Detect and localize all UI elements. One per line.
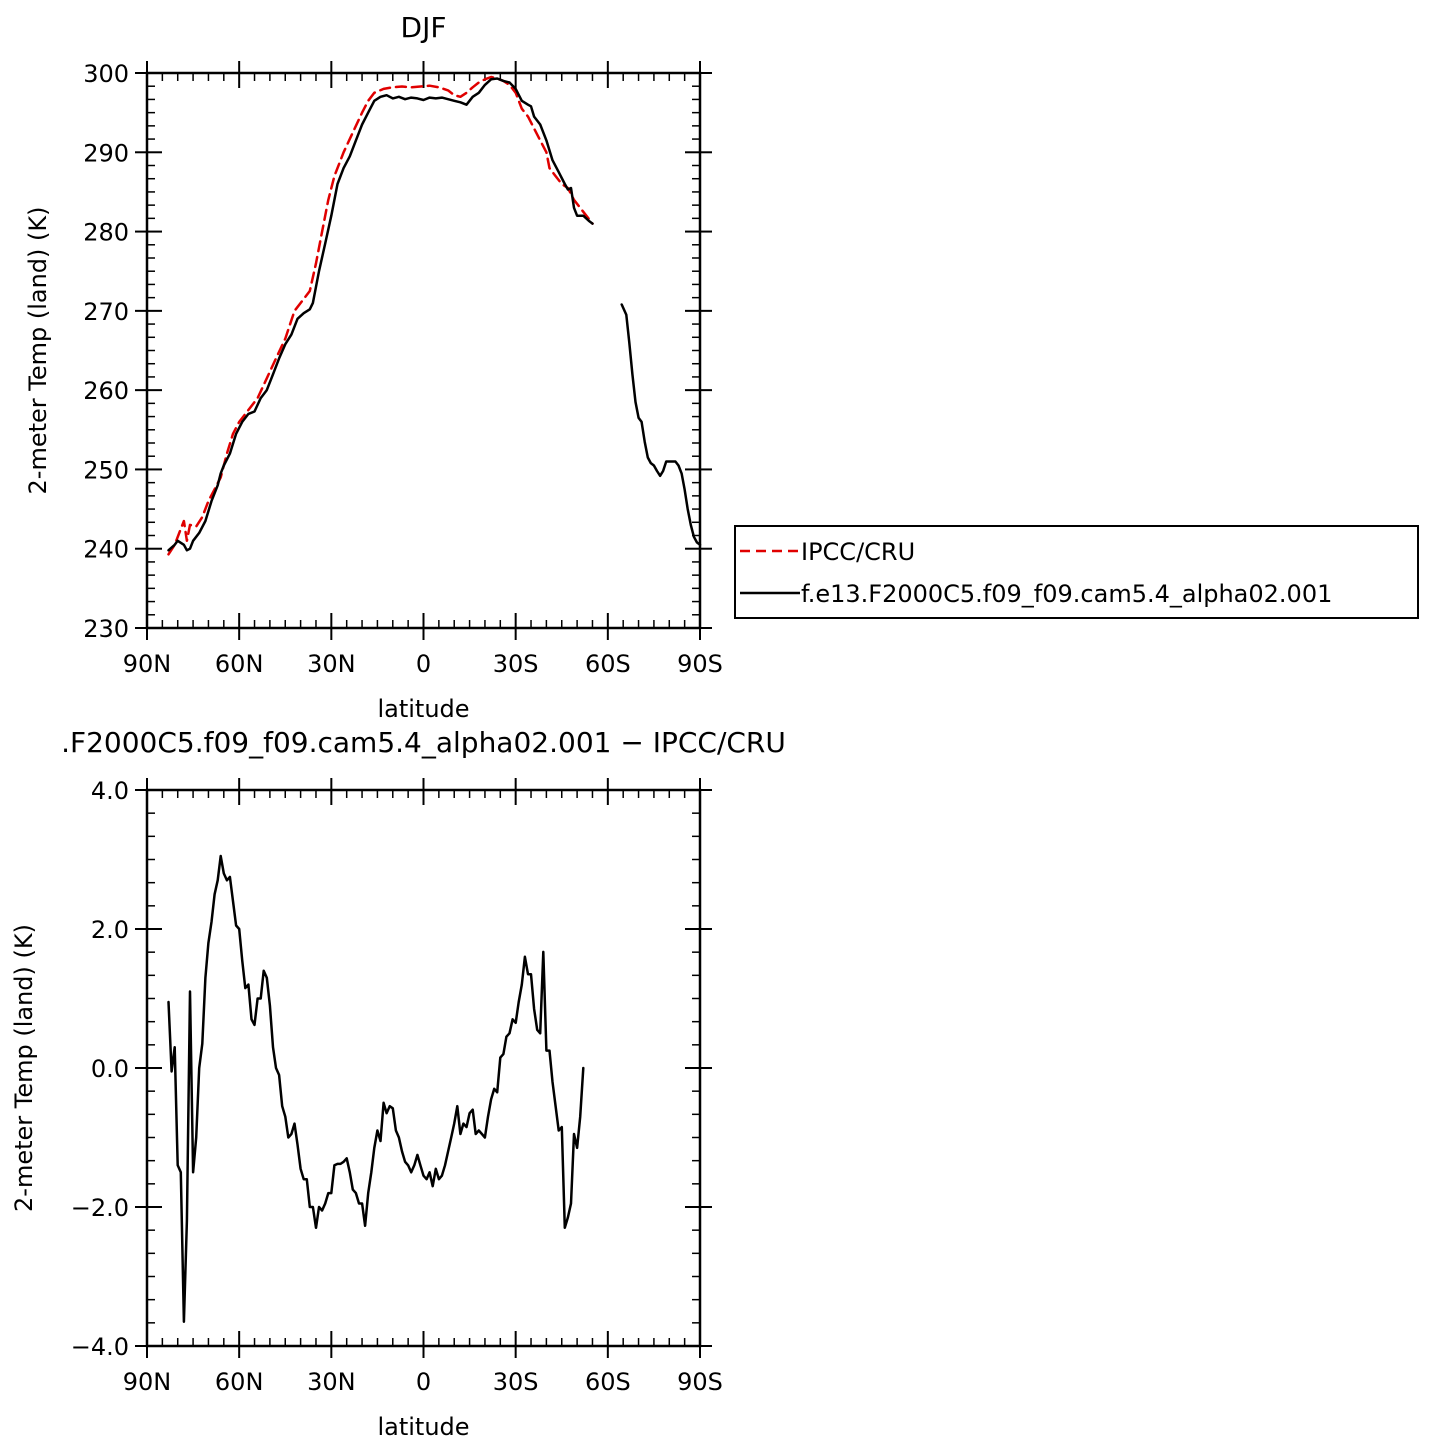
y-axis-label: 2-meter Temp (land) (K) bbox=[24, 207, 52, 495]
y-tick-label: 4.0 bbox=[91, 777, 129, 805]
series-line-2 bbox=[167, 77, 594, 552]
y-tick-label: 260 bbox=[83, 377, 129, 405]
x-axis-label: latitude bbox=[377, 1413, 469, 1441]
y-axis-label: 2-meter Temp (land) (K) bbox=[10, 924, 38, 1212]
x-tick-label: 90S bbox=[677, 650, 723, 678]
x-axis-label: latitude bbox=[377, 695, 469, 723]
series-line-1 bbox=[167, 75, 594, 556]
x-tick-label: 30S bbox=[493, 1368, 539, 1396]
plot-frame bbox=[145, 788, 702, 1348]
x-tick-label: 60N bbox=[215, 650, 264, 678]
top-chart-panel: 90N 60N 30N 0 30S 60S 90S 230 240 250 260 270 280 290… bbox=[24, 11, 723, 723]
chart-title: .F2000C5.f09_f09.cam5.4_alpha02.001 − IP… bbox=[61, 726, 786, 759]
bottom-chart-panel: 90N 60N 30N 0 30S 60S 90S −4.0 −2.0 0.0 2.0 4.0 .F20… bbox=[10, 726, 786, 1441]
x-tick-label: 60S bbox=[585, 650, 631, 678]
x-tick-label: 60N bbox=[215, 1368, 264, 1396]
y-tick-label: 270 bbox=[83, 298, 129, 326]
y-tick-label: 280 bbox=[83, 219, 129, 247]
y-tick-label: 0.0 bbox=[91, 1055, 129, 1083]
y-tick-label: −2.0 bbox=[71, 1194, 129, 1222]
y-tick-label: −4.0 bbox=[71, 1333, 129, 1361]
y-tick-label: 2.0 bbox=[91, 916, 129, 944]
legend-label-2: f.e13.F2000C5.f09_f09.cam5.4_alpha02.001 bbox=[801, 580, 1332, 608]
x-tick-label: 90N bbox=[123, 1368, 172, 1396]
chart-title: DJF bbox=[401, 11, 447, 44]
x-tick-label: 0 bbox=[416, 1368, 431, 1396]
y-tick-label: 300 bbox=[83, 60, 129, 88]
y-tick-label: 230 bbox=[83, 615, 129, 643]
y-tick-label: 240 bbox=[83, 536, 129, 564]
x-tick-label: 90N bbox=[123, 650, 172, 678]
plot-frame bbox=[145, 71, 702, 630]
x-tick-label: 90S bbox=[677, 1368, 723, 1396]
series-line-2 bbox=[620, 303, 702, 547]
series-line-1 bbox=[167, 854, 585, 1323]
legend-label-1: IPCC/CRU bbox=[801, 538, 915, 566]
x-tick-label: 60S bbox=[585, 1368, 631, 1396]
y-tick-label: 290 bbox=[83, 139, 129, 167]
x-tick-label: 30S bbox=[493, 650, 539, 678]
x-tick-label: 0 bbox=[416, 650, 431, 678]
legend: IPCC/CRU f.e13.F2000C5.f09_f09.cam5.4_alp… bbox=[734, 525, 1419, 619]
legend-box bbox=[734, 525, 1419, 619]
x-tick-label: 30N bbox=[307, 1368, 356, 1396]
x-tick-label: 30N bbox=[307, 650, 356, 678]
y-tick-label: 250 bbox=[83, 456, 129, 484]
